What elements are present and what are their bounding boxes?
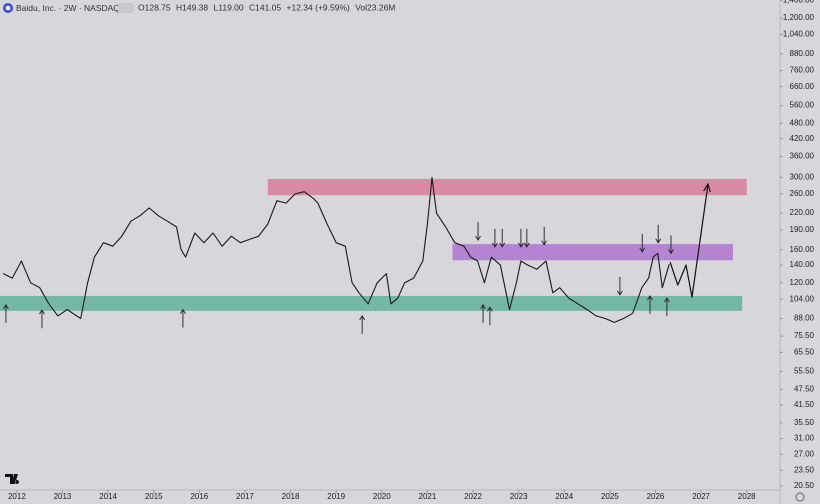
down-arrow [617, 276, 623, 296]
x-tick-label: 2026 [647, 492, 665, 501]
down-arrow [668, 235, 674, 255]
x-tick-label: 2015 [145, 492, 163, 501]
x-tick-label: 2016 [190, 492, 208, 501]
down-arrow [518, 228, 524, 248]
zone [267, 178, 747, 196]
up-arrow [39, 309, 45, 329]
projection [669, 185, 708, 298]
up-arrow [3, 304, 9, 323]
plot [2, 176, 708, 334]
y-tick-label: 560.00 [790, 101, 815, 110]
y-tick-label: 31.00 [794, 434, 815, 443]
down-arrow [541, 226, 548, 246]
y-tick-label: 260.00 [790, 189, 815, 198]
y-tick-label: 55.50 [794, 367, 815, 376]
zone [452, 244, 734, 261]
y-tick-label: 300.00 [790, 173, 815, 182]
settings-icon[interactable] [795, 492, 805, 502]
y-tick-label: 880.00 [790, 49, 815, 58]
y-tick-label: 760.00 [790, 66, 815, 75]
ohlc-open: O128.75 [138, 3, 171, 13]
y-tick-label: 360.00 [790, 152, 815, 161]
x-tick-label: 2024 [555, 492, 573, 501]
y-tick-label: 47.50 [794, 384, 815, 393]
x-tick-label: 2019 [327, 492, 345, 501]
ohlc-close: C141.05 [249, 3, 281, 13]
y-tick-label: 35.50 [794, 418, 815, 427]
up-arrow [487, 306, 493, 326]
down-arrow [639, 233, 646, 253]
up-arrow [663, 297, 670, 317]
x-tick-label: 2017 [236, 492, 254, 501]
zones [0, 178, 747, 311]
down-arrow [492, 228, 498, 248]
price-line [2, 176, 670, 323]
symbol-icon [5, 5, 11, 11]
x-tick-label: 2014 [99, 492, 117, 501]
down-arrow [655, 224, 662, 244]
up-arrow [647, 295, 653, 314]
x-tick-label: 2021 [419, 492, 437, 501]
y-tick-label: 1,200.00 [783, 13, 815, 22]
y-tick-label: 23.50 [794, 465, 815, 474]
y-tick-label: 420.00 [790, 134, 815, 143]
y-tick-label: 480.00 [790, 118, 815, 127]
y-tick-label: 75.50 [794, 331, 815, 340]
y-tick-label: 220.00 [790, 208, 815, 217]
y-tick-label: 65.50 [794, 348, 815, 357]
x-tick-label: 2018 [282, 492, 300, 501]
x-tick-label: 2022 [464, 492, 482, 501]
y-tick-label: 104.00 [790, 294, 815, 303]
symbol-title: Baidu, Inc. · 2W · NASDAQ [16, 3, 120, 13]
ohlc: O128.75 H149.38 L119.00 C141.05 +12.34 (… [138, 3, 395, 13]
y-tick-label: 1,400.00 [783, 0, 815, 4]
flag-pill[interactable] [118, 3, 134, 13]
y-tick-label: 88.00 [794, 314, 815, 323]
x-tick-label: 2027 [692, 492, 710, 501]
ohlc-change: +12.34 (+9.59%) [287, 3, 350, 13]
up-arrow [480, 304, 486, 323]
tv-logo [5, 474, 20, 484]
y-tick-label: 1,040.00 [783, 30, 815, 39]
down-arrow [475, 222, 481, 241]
header: Baidu, Inc. · 2W · NASDAQ O128.75 H149.3… [3, 3, 395, 13]
up-arrow [359, 315, 366, 334]
down-arrow [499, 228, 506, 248]
ohlc-volume: Vol23.26M [355, 3, 395, 13]
x-tick-label: 2025 [601, 492, 619, 501]
y-tick-label: 160.00 [790, 245, 815, 254]
zone [0, 295, 743, 311]
y-tick-label: 660.00 [790, 82, 815, 91]
down-arrow [523, 228, 530, 248]
y-tick-label: 41.50 [794, 400, 815, 409]
ohlc-low: L119.00 [214, 3, 244, 13]
x-tick-label: 2012 [8, 492, 26, 501]
y-tick-label: 27.00 [794, 449, 815, 458]
up-arrow [180, 308, 186, 328]
x-tick-label: 2028 [738, 492, 756, 501]
y-tick-label: 190.00 [790, 225, 815, 234]
y-tick-label: 120.00 [790, 278, 815, 287]
y-tick-label: 20.50 [794, 481, 815, 490]
ohlc-high: H149.38 [176, 3, 208, 13]
y-tick-label: 140.00 [790, 260, 815, 269]
x-tick-label: 2020 [373, 492, 391, 501]
x-tick-label: 2013 [54, 492, 72, 501]
x-tick-label: 2023 [510, 492, 528, 501]
